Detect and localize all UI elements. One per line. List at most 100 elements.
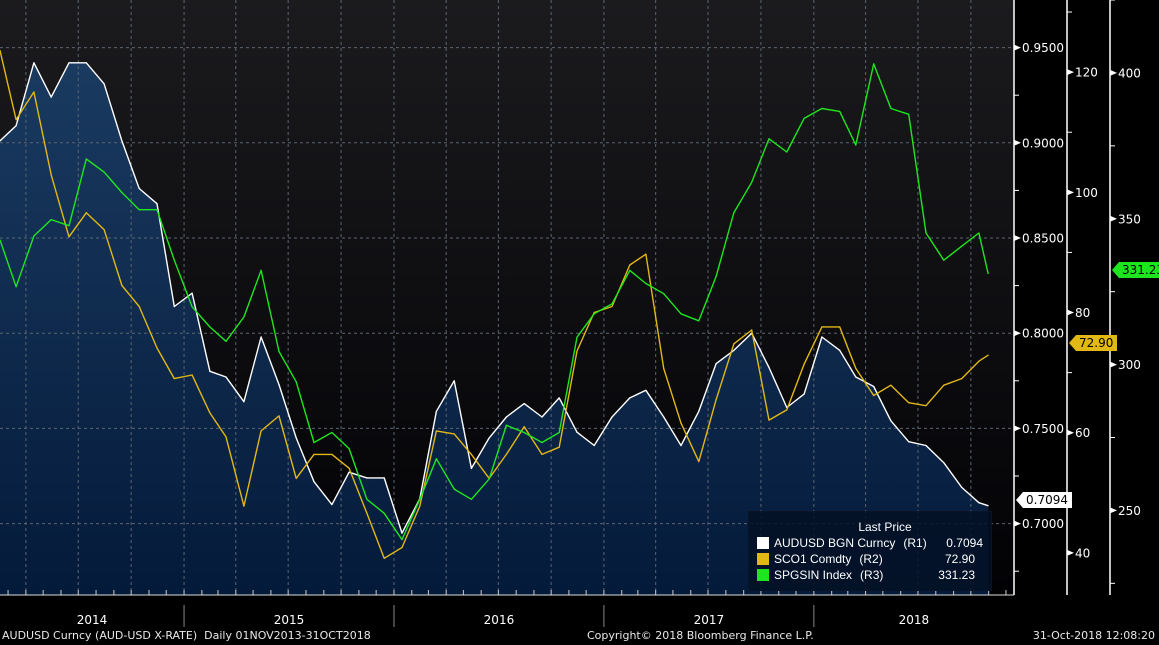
legend-swatch: [757, 553, 769, 565]
data-point: [593, 444, 595, 447]
x-tick-label: 2015: [274, 613, 305, 627]
data-point: [243, 316, 245, 318]
data-point: [488, 478, 490, 480]
legend-label: SPGSIN Index: [774, 568, 853, 582]
y-tick-label: 250: [1118, 504, 1141, 518]
data-point: [541, 453, 543, 455]
data-point: [803, 363, 805, 365]
data-point: [453, 380, 455, 382]
data-point: [925, 444, 927, 447]
data-point: [435, 430, 438, 432]
data-point: [768, 419, 770, 421]
legend-value: 331.23: [938, 568, 975, 582]
data-point: [961, 378, 963, 380]
data-point: [68, 236, 70, 238]
axis-tick-marker: [1014, 44, 1021, 51]
axis-layer: 2014 2015 2016 2017 2018 0.7000 0.7500 0.8000 0.…: [0, 0, 1141, 627]
data-point: [629, 269, 631, 271]
data-point: [629, 397, 631, 399]
data-point: [225, 436, 227, 438]
data-point: [383, 512, 385, 514]
data-point: [0, 49, 1, 52]
data-point: [505, 453, 508, 455]
y-tick-label: 120: [1075, 66, 1098, 80]
data-point: [313, 481, 315, 483]
data-point: [313, 441, 315, 444]
data-point: [715, 275, 717, 278]
data-point: [50, 96, 52, 98]
data-point: [453, 433, 455, 435]
y-tick-label: 0.9000: [1022, 136, 1064, 150]
data-point: [33, 91, 35, 93]
data-point: [987, 272, 989, 275]
y-tick-label: 0.9500: [1022, 41, 1064, 55]
y-tick-label: 60: [1075, 426, 1090, 440]
data-point: [366, 498, 368, 500]
data-point: [401, 532, 403, 534]
axis-tick-marker: [1067, 189, 1074, 196]
data-point: [33, 62, 35, 64]
data-point: [50, 174, 52, 176]
data-point: [645, 389, 647, 391]
data-point: [103, 83, 105, 85]
data-point: [15, 119, 17, 121]
series-line-sco1: [0, 50, 989, 559]
data-point: [541, 416, 543, 418]
last-price-tag-sco1: 72.90: [1069, 335, 1118, 351]
legend-value: 72.90: [944, 552, 975, 566]
legend-entry-spgsin: SPGSIN Index (R3) 331.23: [749, 567, 991, 583]
data-point: [611, 305, 613, 308]
data-point: [680, 444, 682, 447]
data-point: [925, 405, 927, 407]
data-point: [348, 447, 350, 450]
data-point: [839, 326, 841, 328]
data-point: [68, 62, 70, 64]
data-point: [786, 409, 788, 411]
data-point: [698, 320, 700, 322]
data-point: [961, 245, 963, 247]
data-point: [978, 502, 980, 504]
axis-tick-marker: [1014, 139, 1021, 146]
data-point: [366, 512, 368, 514]
data-point: [715, 363, 717, 365]
axis-tick-marker: [1014, 520, 1021, 527]
y-tick-label: 300: [1118, 358, 1141, 372]
data-point: [331, 503, 333, 506]
grid-layer: [0, 0, 1014, 595]
x-tick-label: 2017: [694, 613, 725, 627]
data-point: [821, 107, 823, 110]
data-point: [645, 253, 647, 255]
data-point: [733, 212, 735, 214]
legend-label: SCO1 Comdty: [774, 552, 852, 566]
data-point: [260, 269, 262, 271]
axis-tick-marker: [1110, 507, 1117, 514]
data-point: [576, 350, 578, 352]
data-point: [191, 292, 193, 294]
data-point: [803, 393, 805, 395]
data-point: [821, 326, 823, 328]
x-tick-label: 2014: [77, 613, 108, 627]
data-point: [786, 151, 788, 153]
data-point: [908, 441, 910, 443]
data-point: [558, 431, 560, 434]
axis-tick-marker: [1110, 215, 1117, 222]
data-point: [593, 313, 595, 315]
footer-copyright: Copyright© 2018 Bloomberg Finance L.P.: [587, 629, 814, 642]
data-point: [558, 397, 560, 399]
data-point: [191, 306, 193, 308]
data-point: [348, 467, 350, 469]
data-point: [225, 376, 227, 378]
data-point: [121, 284, 123, 287]
data-point: [50, 219, 52, 221]
legend-entry-sco1: SCO1 Comdty (R2) 72.90: [749, 551, 991, 567]
y-tick-label: 0.8500: [1022, 232, 1064, 246]
data-point: [209, 412, 211, 414]
data-point: [943, 384, 945, 386]
data-point: [645, 282, 647, 285]
data-point: [0, 239, 1, 241]
data-point: [331, 453, 333, 455]
axis-tick-marker: [1067, 309, 1074, 316]
data-point: [85, 212, 87, 214]
data-point: [85, 158, 87, 160]
